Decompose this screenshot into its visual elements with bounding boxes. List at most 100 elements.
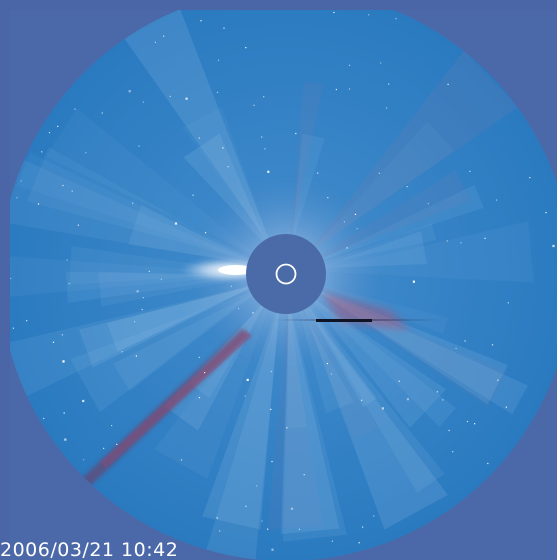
star	[497, 379, 499, 381]
star	[452, 451, 454, 453]
star	[358, 542, 360, 544]
star	[48, 132, 51, 134]
star	[192, 194, 194, 196]
star	[385, 107, 388, 109]
star	[37, 203, 40, 205]
streamer-ray	[292, 133, 325, 235]
star	[326, 363, 328, 365]
star	[198, 137, 200, 139]
streamer-ray	[182, 106, 269, 240]
star	[12, 327, 14, 329]
star	[398, 380, 400, 382]
streamer-ray	[303, 308, 448, 530]
star	[552, 244, 555, 248]
star	[246, 378, 249, 381]
comet-trail	[80, 328, 250, 488]
star	[331, 540, 333, 542]
star	[63, 412, 65, 414]
star	[261, 520, 263, 522]
star	[64, 438, 67, 441]
star	[217, 59, 220, 61]
star	[169, 95, 171, 97]
star	[346, 247, 348, 249]
star	[343, 221, 345, 223]
streamer-ray	[10, 255, 247, 299]
star	[198, 397, 201, 399]
coronagraph-image	[10, 10, 557, 560]
star	[134, 321, 136, 323]
streamer-ray	[313, 300, 447, 428]
star	[103, 447, 105, 449]
star	[74, 108, 76, 110]
star	[475, 498, 477, 501]
star	[484, 237, 486, 239]
star	[448, 429, 450, 432]
star	[136, 290, 139, 293]
streamer-ray	[324, 231, 428, 268]
star	[464, 340, 466, 342]
star	[41, 151, 43, 153]
streamer-ray	[287, 313, 307, 429]
star	[354, 213, 357, 215]
star	[348, 64, 351, 66]
star	[230, 285, 232, 287]
comet-trail-core	[100, 330, 252, 468]
star	[264, 148, 266, 150]
star	[474, 423, 476, 425]
star	[222, 147, 224, 149]
star	[505, 406, 507, 408]
star	[270, 370, 272, 373]
streamer-ray	[78, 286, 249, 368]
star	[204, 372, 206, 374]
star	[245, 505, 247, 507]
star	[16, 197, 18, 199]
star	[539, 501, 541, 503]
star	[463, 551, 465, 553]
corona-field	[10, 10, 557, 560]
star	[66, 259, 68, 261]
star	[460, 242, 462, 244]
star	[395, 18, 397, 20]
star	[412, 280, 415, 283]
star	[271, 548, 274, 551]
star	[200, 20, 202, 22]
star	[26, 320, 28, 322]
star	[141, 308, 143, 311]
star	[261, 136, 263, 138]
star	[381, 407, 384, 410]
star	[174, 222, 178, 225]
occulter-pylon-icon	[316, 319, 372, 322]
star	[427, 203, 429, 205]
star	[46, 78, 48, 80]
star	[271, 460, 273, 463]
star	[163, 35, 165, 37]
streamer-ray	[183, 133, 266, 242]
star	[219, 530, 221, 532]
streamer-ray	[307, 307, 377, 408]
star	[85, 152, 87, 154]
star	[446, 240, 448, 242]
star	[475, 25, 477, 28]
star	[406, 186, 408, 188]
star	[142, 101, 144, 103]
star	[461, 47, 463, 49]
streamer-ray	[128, 204, 249, 264]
star	[252, 312, 254, 314]
star	[198, 356, 200, 358]
streamer-ray	[324, 223, 437, 264]
star	[267, 528, 269, 530]
star	[335, 88, 337, 91]
streamer-ray	[313, 50, 519, 248]
star	[263, 96, 265, 98]
star	[78, 18, 80, 20]
star	[83, 17, 85, 19]
streamer-ray	[107, 286, 249, 352]
star	[141, 531, 143, 533]
star	[362, 526, 364, 528]
star	[333, 11, 335, 14]
streamer-ray	[205, 313, 280, 560]
streamer-ray	[321, 170, 471, 258]
streamer-ray	[308, 306, 445, 493]
streamer-ray	[291, 81, 324, 235]
